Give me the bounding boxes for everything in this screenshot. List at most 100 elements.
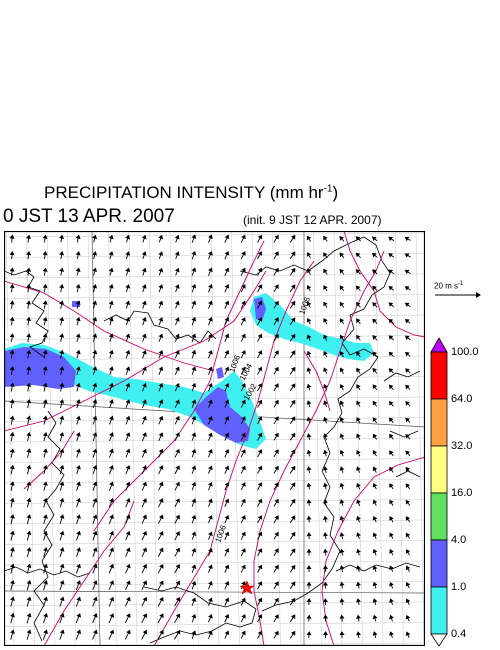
wind-arrow-head <box>9 300 15 305</box>
wind-arrow-head <box>9 464 15 470</box>
wind-arrow-head <box>142 547 147 553</box>
wind-arrow-icon <box>289 300 296 309</box>
wind-arrow-icon <box>323 252 328 259</box>
wind-arrow-icon <box>42 267 48 276</box>
wind-arrow-icon <box>42 399 48 409</box>
wind-arrow-icon <box>405 401 411 407</box>
wind-arrow-head <box>274 614 279 620</box>
wind-arrow-head <box>208 267 213 273</box>
wind-arrow-icon <box>372 631 378 639</box>
wind-arrow-head <box>59 349 65 355</box>
wind-arrow-icon <box>306 252 312 259</box>
wind-arrow-icon <box>257 630 263 639</box>
wind-arrow-head <box>241 399 246 405</box>
wind-arrow-icon <box>388 286 395 291</box>
wind-arrow-icon <box>355 252 361 258</box>
wind-arrow-head <box>26 580 32 585</box>
wind-arrow-icon <box>240 449 246 458</box>
wind-arrow-head <box>9 514 15 519</box>
wind-arrow-head <box>208 498 213 504</box>
wind-arrow-head <box>108 366 114 371</box>
wind-arrow-head <box>208 564 213 570</box>
wind-arrow-icon <box>389 450 394 457</box>
wind-arrow-head <box>9 283 15 289</box>
wind-arrow-head <box>158 300 164 306</box>
wind-arrow-icon <box>389 499 394 506</box>
wind-arrow-head <box>92 465 98 470</box>
wind-arrow-icon <box>75 366 81 375</box>
wind-arrow-head <box>257 317 263 322</box>
title-unit-exponent: -1 <box>323 183 333 195</box>
wind-arrow-head <box>9 481 15 486</box>
wind-arrow-head <box>191 349 197 355</box>
wind-arrow-icon <box>306 466 312 474</box>
wind-arrow-icon <box>273 251 279 260</box>
wind-arrow-icon <box>141 349 147 359</box>
wind-arrow-head <box>404 253 410 258</box>
wind-arrow-head <box>224 564 230 570</box>
wind-arrow-icon <box>108 514 114 524</box>
wind-arrow-icon <box>389 614 394 622</box>
wind-arrow-head <box>42 366 48 371</box>
wind-arrow-head <box>208 366 213 372</box>
wind-arrow-head <box>356 400 361 406</box>
wind-arrow-icon <box>9 399 15 409</box>
wind-arrow-head <box>224 234 230 240</box>
wind-arrow-head <box>339 268 344 274</box>
wind-arrow-icon <box>405 549 411 556</box>
wind-arrow-head <box>372 565 378 570</box>
wind-arrow-head <box>306 301 312 307</box>
wind-arrow-icon <box>158 284 164 293</box>
wind-arrow-head <box>322 598 329 603</box>
wind-arrow-icon <box>208 613 213 623</box>
wind-arrow-icon <box>240 432 246 441</box>
wind-arrow-head <box>257 267 263 273</box>
wind-arrow-head <box>175 613 181 619</box>
wind-arrow-head <box>372 581 378 587</box>
wind-arrow-icon <box>26 514 32 525</box>
wind-arrow-icon <box>257 465 263 474</box>
colorbar-tick-label: 32.0 <box>451 440 473 452</box>
wind-arrow-icon <box>356 499 361 506</box>
wind-arrow-head <box>372 318 377 324</box>
wind-arrow-head <box>208 349 213 355</box>
wind-arrow-icon <box>108 234 114 243</box>
wind-arrow-icon <box>257 317 263 326</box>
wind-arrow-icon <box>125 415 131 425</box>
wind-arrow-icon <box>9 530 15 541</box>
wind-arrow-head <box>290 284 296 290</box>
wind-arrow-head <box>339 416 345 422</box>
wind-arrow-icon <box>208 333 213 342</box>
wind-arrow-icon <box>9 283 15 293</box>
wind-arrow-head <box>191 432 197 437</box>
wind-arrow-head <box>274 548 279 554</box>
wind-arrow-head <box>356 417 361 422</box>
wind-arrow-head <box>125 300 131 306</box>
wind-arrow-icon <box>405 384 411 390</box>
grid-line <box>4 253 425 258</box>
wind-arrow-icon <box>191 349 197 359</box>
wind-arrow-icon <box>26 333 32 342</box>
wind-arrow-head <box>274 317 279 323</box>
wind-arrow-head <box>26 399 32 404</box>
wind-arrow-icon <box>323 515 328 523</box>
wind-arrow-icon <box>92 448 98 458</box>
wind-arrow-icon <box>208 250 213 260</box>
wind-arrow-icon <box>339 416 345 424</box>
wind-arrow-head <box>92 547 98 552</box>
wind-arrow-icon <box>224 498 230 507</box>
wind-arrow-icon <box>92 530 98 541</box>
wind-arrow-head <box>142 613 148 619</box>
wind-arrow-head <box>76 596 81 602</box>
wind-arrow-head <box>191 283 197 289</box>
wind-arrow-head <box>290 399 296 405</box>
wind-arrow-icon <box>9 333 15 342</box>
wind-arrow-head <box>274 498 279 504</box>
wind-arrow-head <box>405 614 411 620</box>
wind-arrow-icon <box>356 367 361 374</box>
wind-arrow-head <box>224 432 230 438</box>
wind-arrow-head <box>175 498 180 503</box>
wind-arrow-head <box>175 597 181 602</box>
wind-arrow-head <box>274 449 279 455</box>
wind-arrow-icon <box>323 318 328 325</box>
